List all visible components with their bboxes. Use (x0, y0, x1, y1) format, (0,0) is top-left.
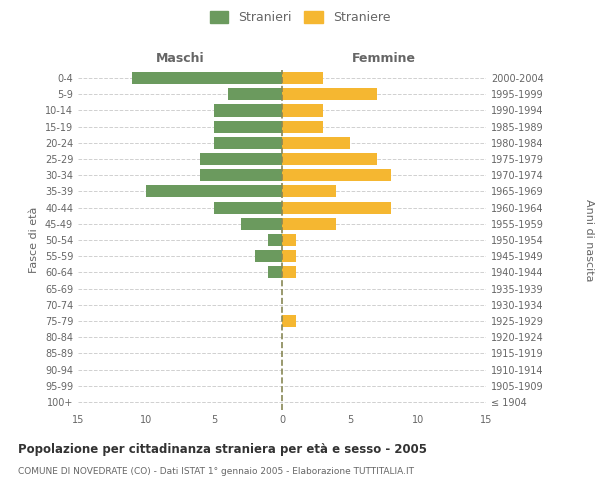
Bar (227, 88, 282, 101)
Text: COMUNE DI NOVEDRATE (CO) - Dati ISTAT 1° gennaio 2005 - Elaborazione TUTTITALIA.: COMUNE DI NOVEDRATE (CO) - Dati ISTAT 1°… (18, 468, 414, 476)
Bar (133, 72, 282, 84)
Bar (282, 104, 323, 117)
Bar (282, 250, 296, 262)
Text: Femmine: Femmine (352, 52, 416, 65)
Bar (146, 186, 282, 198)
Legend: Stranieri, Straniere: Stranieri, Straniere (209, 11, 391, 24)
Bar (282, 88, 377, 101)
Text: Anni di nascita: Anni di nascita (584, 198, 594, 281)
Bar (214, 202, 282, 213)
Bar (200, 153, 282, 165)
Bar (282, 186, 337, 198)
Bar (268, 234, 282, 246)
Text: Maschi: Maschi (155, 52, 205, 65)
Bar (214, 120, 282, 132)
Y-axis label: Fasce di età: Fasce di età (29, 207, 39, 273)
Bar (200, 169, 282, 181)
Bar (255, 250, 282, 262)
Bar (282, 169, 391, 181)
Bar (282, 202, 391, 213)
Bar (282, 266, 296, 278)
Bar (282, 234, 296, 246)
Bar (282, 120, 323, 132)
Bar (282, 315, 296, 327)
Bar (282, 137, 350, 149)
Bar (214, 104, 282, 117)
Bar (241, 218, 282, 230)
Bar (268, 266, 282, 278)
Text: Popolazione per cittadinanza straniera per età e sesso - 2005: Popolazione per cittadinanza straniera p… (18, 442, 427, 456)
Bar (282, 72, 323, 84)
Bar (282, 153, 377, 165)
Bar (282, 218, 337, 230)
Bar (214, 137, 282, 149)
